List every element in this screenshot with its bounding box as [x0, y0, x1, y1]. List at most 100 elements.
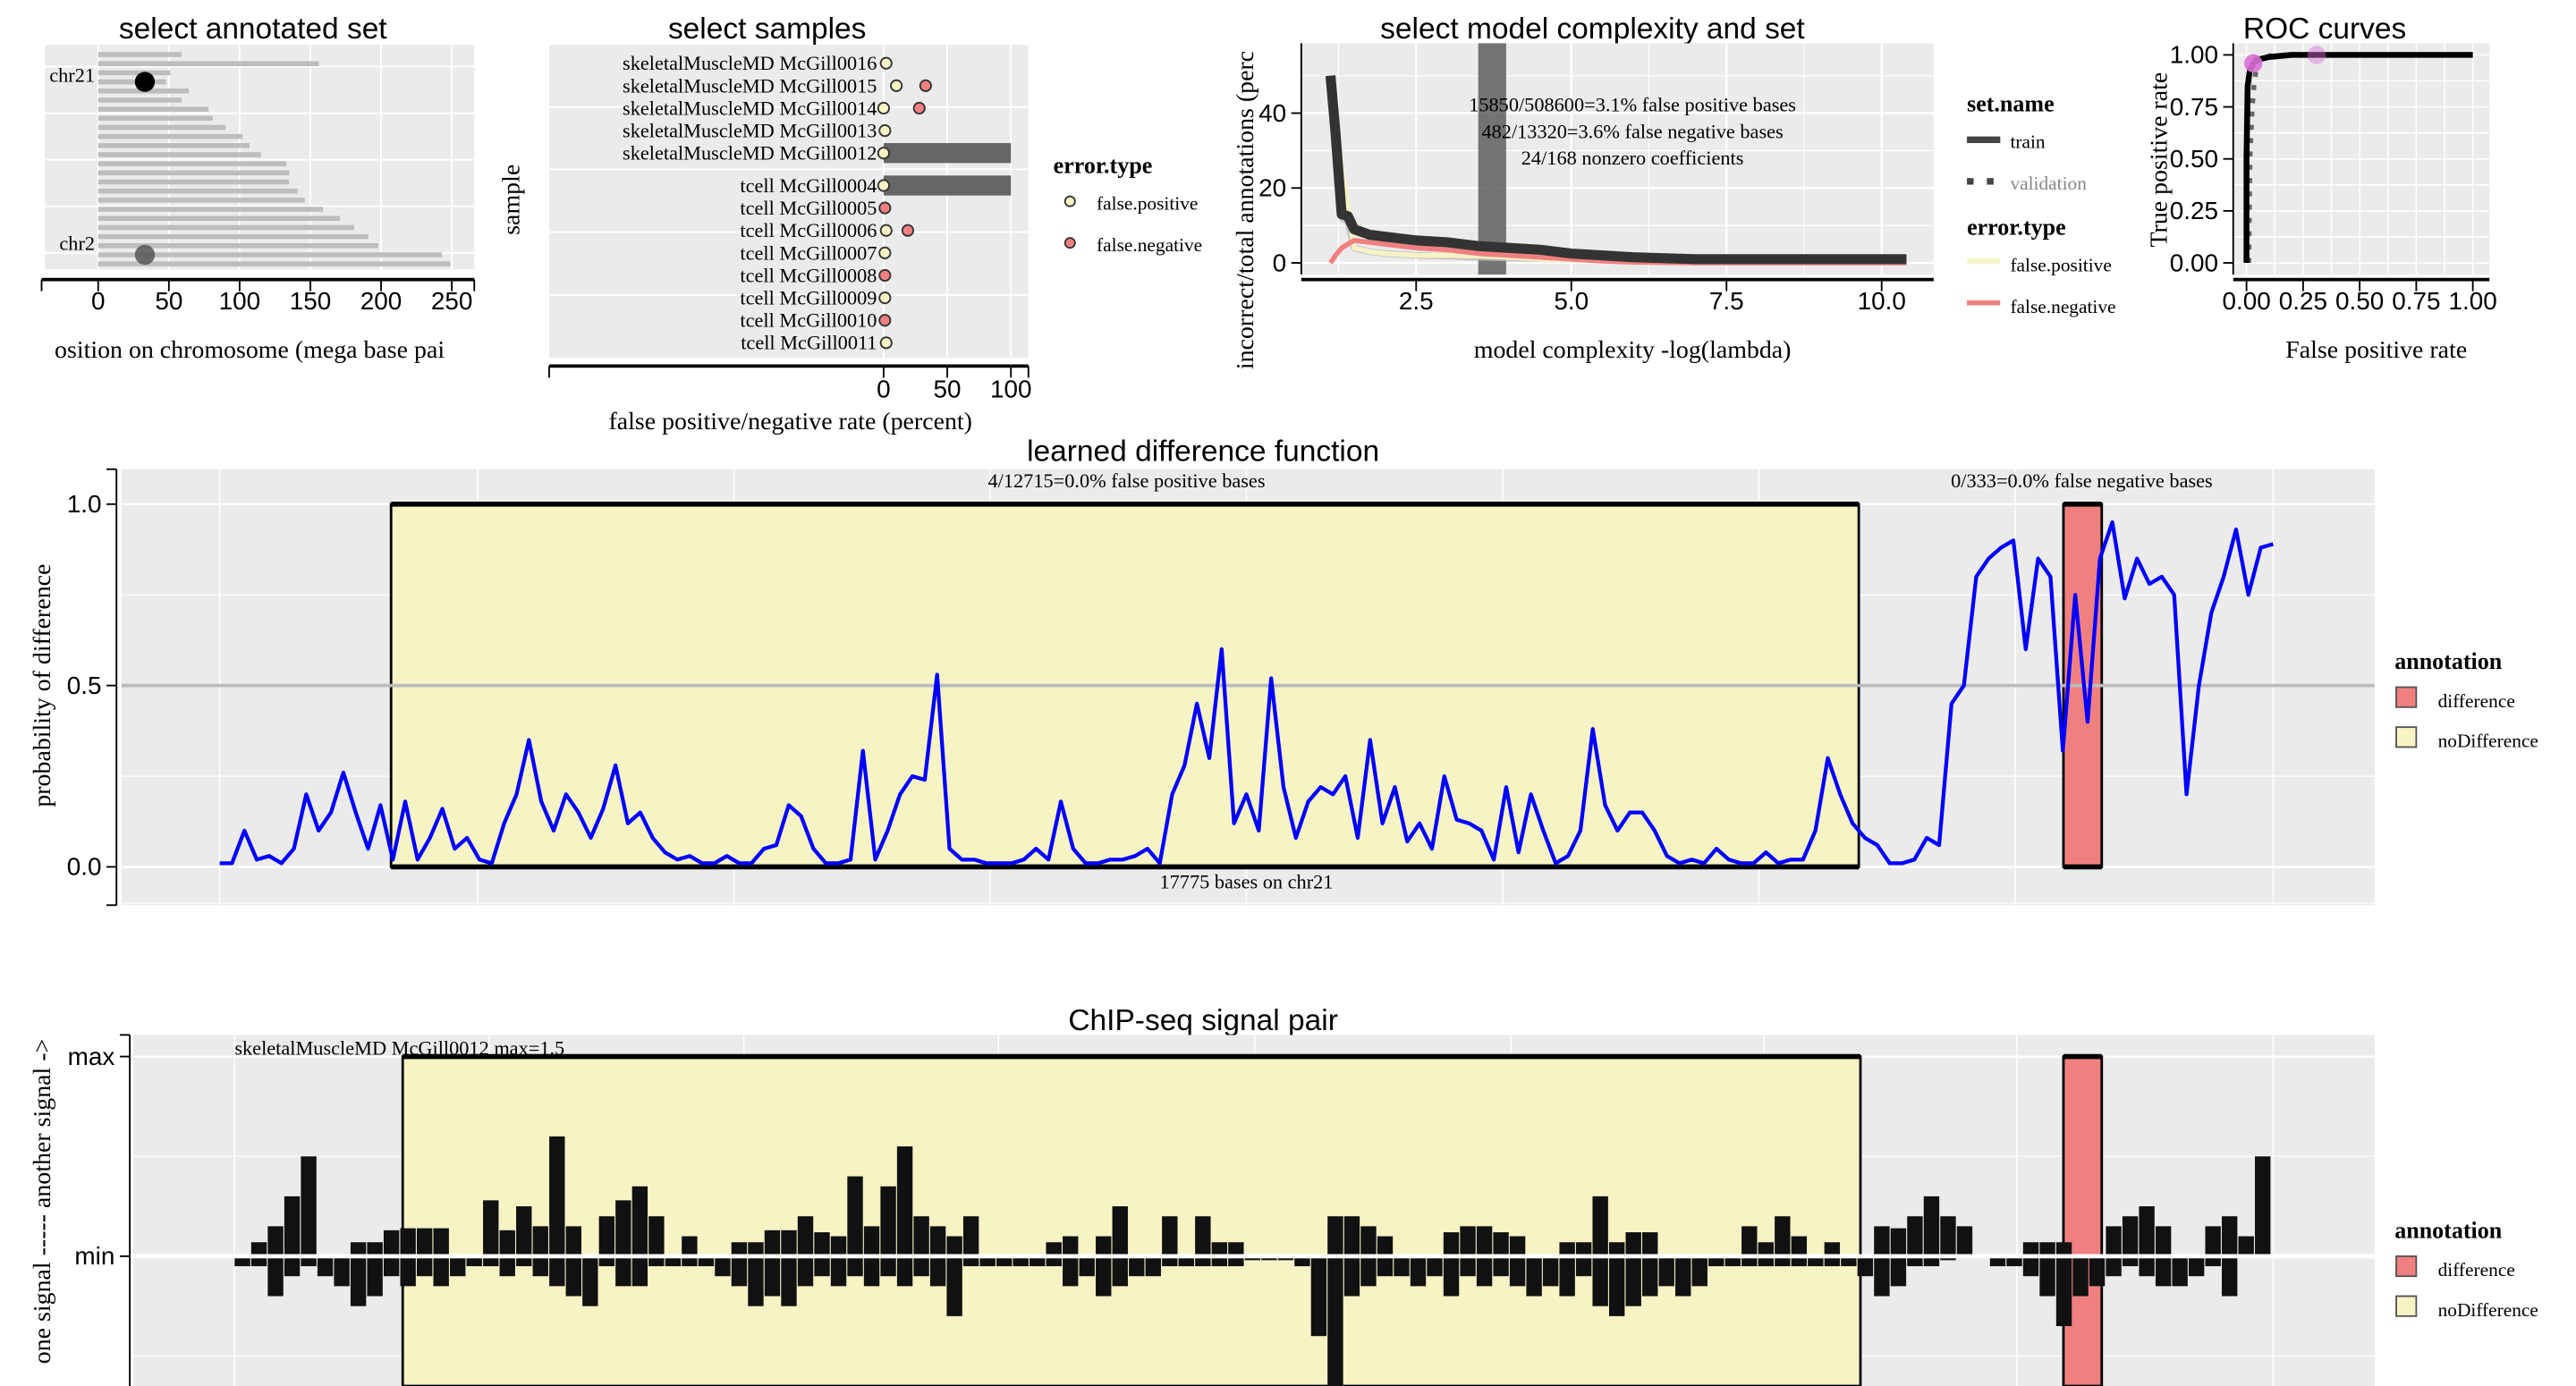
another-signal-bar: [2106, 1226, 2122, 1256]
one-signal-bar: [896, 1255, 913, 1287]
sample-label[interactable]: tcell McGill0009: [740, 287, 877, 309]
one-signal-bar: [1907, 1255, 1923, 1267]
selected-sample-bar[interactable]: [883, 175, 1012, 196]
false-positive-point[interactable]: [877, 101, 890, 115]
one-signal-bar: [1874, 1255, 1890, 1297]
x-tick-label: 0: [91, 287, 106, 315]
chromosome-bar[interactable]: [97, 106, 209, 112]
roc-point[interactable]: [2307, 46, 2326, 64]
sample-label[interactable]: skeletalMuscleMD McGill0015: [623, 74, 877, 97]
selected-complexity-band[interactable]: [1478, 43, 1506, 275]
sample-label[interactable]: tcell McGill0008: [740, 264, 877, 286]
chromosome-bar[interactable]: [97, 170, 290, 176]
one-signal-bar: [1327, 1255, 1343, 1386]
selected-sample-bar[interactable]: [883, 143, 1012, 164]
annotated-region-point[interactable]: [134, 72, 156, 92]
another-signal-bar: [284, 1196, 301, 1256]
chromosome-label: chr2: [59, 232, 95, 254]
chromosome-bar[interactable]: [97, 97, 182, 103]
legend-title: set.name: [1967, 91, 2055, 117]
chromosome-bar[interactable]: [97, 207, 324, 212]
one-signal-bar: [929, 1255, 946, 1287]
sample-label[interactable]: tcell McGill0007: [740, 241, 877, 264]
legend-key-false-positive[interactable]: [1063, 195, 1076, 207]
sample-label[interactable]: tcell McGill0010: [740, 309, 877, 332]
chromosome-bar[interactable]: [97, 152, 261, 157]
chromosome-bar[interactable]: [97, 133, 243, 139]
chromosome-bar[interactable]: [97, 70, 171, 76]
chromosome-bar[interactable]: [97, 216, 341, 222]
chromosome-bar[interactable]: [97, 52, 182, 57]
chromosome-bar[interactable]: [97, 179, 290, 185]
false-negative-annotation: 0/333=0.0% false negative bases: [1951, 469, 2213, 492]
sample-label[interactable]: skeletalMuscleMD McGill0016: [623, 52, 877, 74]
legend-key-noDifference[interactable]: [2395, 1295, 2418, 1317]
legend-key-difference[interactable]: [2395, 1255, 2418, 1278]
false-positive-point[interactable]: [877, 147, 890, 160]
another-signal-bar: [1096, 1236, 1112, 1256]
one-signal-bar: [1592, 1255, 1608, 1306]
one-signal-bar: [367, 1255, 383, 1297]
false-negative-point[interactable]: [919, 79, 932, 92]
chromosome-bar[interactable]: [97, 161, 287, 166]
sample-label[interactable]: tcell McGill0006: [740, 219, 877, 241]
chromosome-bar[interactable]: [97, 198, 305, 203]
sample-label[interactable]: skeletalMuscleMD McGill0014: [623, 97, 877, 119]
false-negative-point[interactable]: [878, 201, 892, 215]
sample-label[interactable]: skeletalMuscleMD McGill0013: [623, 120, 877, 142]
chromosome-bar[interactable]: [97, 143, 250, 148]
chromosome-bar[interactable]: [97, 252, 443, 258]
legend-key-difference[interactable]: [2395, 686, 2418, 708]
one-signal-bar: [1029, 1255, 1046, 1267]
chromosome-bar[interactable]: [97, 79, 166, 85]
annotated-region-point[interactable]: [134, 244, 156, 266]
one-signal-bar: [1741, 1255, 1758, 1267]
chromosome-bar[interactable]: [97, 261, 451, 266]
roc-point[interactable]: [2243, 54, 2263, 72]
sample-label[interactable]: tcell McGill0004: [740, 174, 877, 197]
one-signal-bar: [1724, 1255, 1741, 1267]
chromosome-bar[interactable]: [97, 224, 354, 231]
y-tick-label: 0.5: [67, 672, 102, 699]
false-positive-point[interactable]: [878, 123, 892, 138]
legend-key-false-negative[interactable]: [1063, 237, 1076, 249]
false-positive-point[interactable]: [879, 336, 893, 350]
false-negative-point[interactable]: [878, 268, 892, 283]
false-positive-point[interactable]: [878, 246, 892, 259]
false-negative-point[interactable]: [878, 314, 892, 327]
x-axis-label: osition on chromosome (mega base pai: [55, 336, 445, 364]
chromosome-bar[interactable]: [97, 233, 369, 240]
false-positive-point[interactable]: [890, 79, 903, 92]
false-negative-point[interactable]: [912, 101, 926, 115]
chromosome-bar[interactable]: [97, 242, 378, 249]
another-signal-bar: [1360, 1226, 1377, 1256]
chromosome-bar[interactable]: [97, 188, 298, 194]
another-signal-bar: [516, 1206, 532, 1256]
x-tick-label: 1.00: [2449, 287, 2497, 315]
false-negative-point[interactable]: [901, 224, 915, 237]
one-signal-bar: [2089, 1255, 2106, 1287]
false-positive-point[interactable]: [877, 179, 890, 192]
one-signal-bar: [913, 1255, 929, 1277]
one-signal-bar: [466, 1255, 482, 1267]
sample-label[interactable]: tcell McGill0005: [740, 197, 877, 219]
x-tick-label: 10.0: [1858, 287, 1906, 315]
probability-line: [219, 520, 2274, 866]
legend-key-noDifference[interactable]: [2395, 726, 2418, 748]
difference-annotation-region[interactable]: [2062, 1055, 2104, 1386]
false-positive-point[interactable]: [879, 224, 893, 237]
another-signal-bar: [2221, 1216, 2238, 1256]
false-positive-point[interactable]: [878, 292, 892, 305]
chromosome-bar[interactable]: [97, 124, 226, 131]
chromosome-bar[interactable]: [97, 61, 319, 67]
one-signal-bar: [2188, 1255, 2205, 1277]
sample-label[interactable]: skeletalMuscleMD McGill0012: [623, 142, 877, 165]
one-signal-bar: [1691, 1255, 1707, 1287]
another-signal-bar: [1162, 1216, 1178, 1256]
legend-label: noDifference: [2438, 730, 2538, 751]
false-positive-point[interactable]: [879, 56, 893, 70]
chromosome-bar[interactable]: [97, 115, 213, 122]
plot-area: chr21 chr2: [45, 45, 475, 270]
sample-label[interactable]: tcell McGill0011: [741, 332, 877, 354]
one-signal-bar: [1046, 1255, 1062, 1267]
